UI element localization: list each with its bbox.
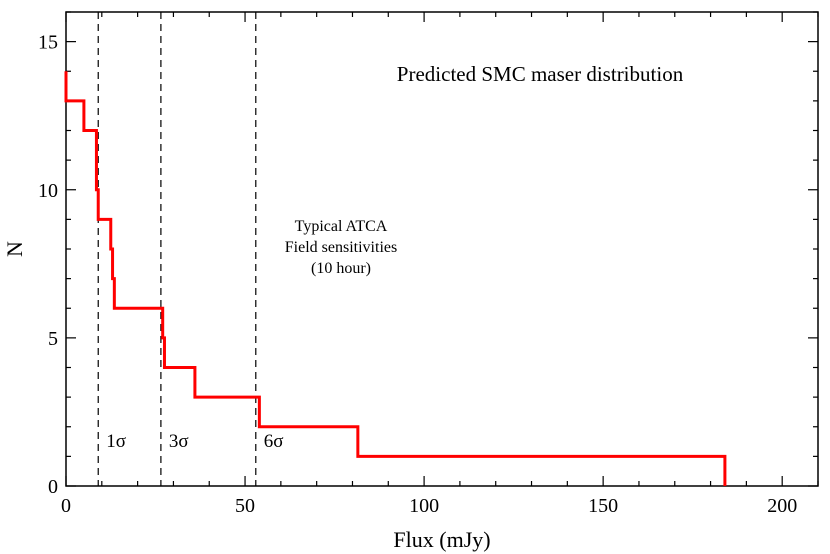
y-axis-label: N (2, 241, 27, 257)
y-tick-label: 0 (48, 476, 58, 498)
sensitivity-note: Typical ATCA Field sensitivities (10 hou… (285, 218, 397, 277)
note-line-1: Typical ATCA (295, 218, 388, 235)
chart-title: Predicted SMC maser distribution (397, 62, 684, 86)
note-line-3: (10 hour) (311, 260, 371, 277)
x-tick-label: 200 (767, 495, 797, 517)
x-tick-label: 150 (588, 495, 618, 517)
y-tick-label: 10 (38, 180, 58, 202)
tick-labels: 0 50 100 150 200 0 5 10 15 (38, 32, 797, 517)
y-tick-label: 5 (48, 328, 58, 350)
x-axis-label: Flux (mJy) (393, 527, 490, 552)
sigma-label: 3σ (169, 431, 189, 452)
y-tick-label: 15 (38, 32, 58, 54)
x-tick-label: 0 (61, 495, 71, 517)
x-tick-label: 50 (235, 495, 255, 517)
x-tick-label: 100 (409, 495, 439, 517)
series-group (64, 71, 727, 486)
sigma-label: 1σ (106, 431, 126, 452)
axis-ticks (65, 11, 819, 487)
series-step-line (64, 71, 727, 486)
sigma-label: 6σ (264, 431, 284, 452)
reference-lines: 1σ 3σ 6σ (97, 12, 284, 486)
note-line-2: Field sensitivities (285, 239, 397, 256)
